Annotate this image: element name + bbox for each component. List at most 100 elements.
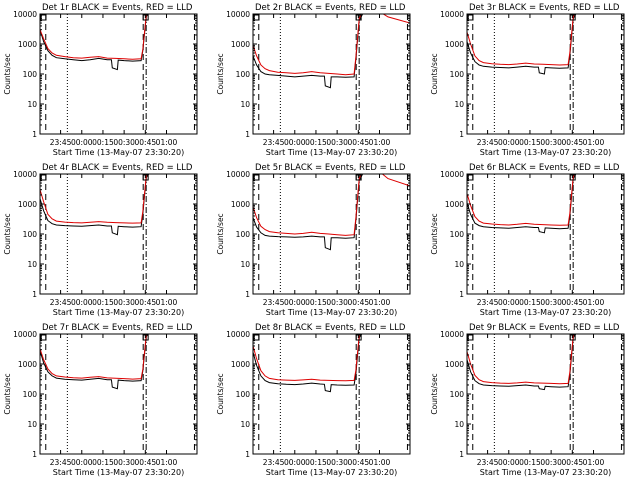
x-axis-label: Start Time (13-May-07 23:30:20)	[480, 148, 611, 157]
y-axis-label: Counts/sec	[430, 213, 439, 254]
x-tick-label: 00:45	[562, 458, 584, 467]
x-tick-label: 01:00	[583, 458, 605, 467]
x-axis-label: Start Time (13-May-07 23:30:20)	[53, 308, 184, 317]
x-tick-label: 00:45	[348, 458, 370, 467]
x-tick-label: 23:45	[263, 138, 285, 147]
x-tick-label: 00:15	[519, 298, 541, 307]
y-axis-label: Counts/sec	[3, 53, 12, 94]
y-axis-label: Counts/sec	[3, 373, 12, 414]
x-tick-label: 01:00	[583, 138, 605, 147]
corner-marker	[40, 334, 47, 341]
x-tick-label: 23:45	[50, 138, 72, 147]
y-tick-label: 100	[236, 230, 251, 239]
y-tick-label: 1000	[231, 360, 250, 369]
x-tick-label: 23:45	[477, 138, 499, 147]
panel-det-4: Det 4r BLACK = Events, RED = LLD 1 10 100 10…	[3, 163, 198, 317]
y-tick-label: 10000	[13, 170, 37, 179]
y-tick-label: 10	[454, 100, 464, 109]
y-tick-label: 1	[32, 290, 37, 299]
series-lld	[253, 334, 361, 382]
panel-title: Det 3r BLACK = Events, RED = LLD	[469, 3, 620, 13]
corner-marker	[253, 14, 260, 21]
x-tick-label: 23:45	[263, 458, 285, 467]
y-tick-label: 100	[236, 390, 251, 399]
x-tick-label: 00:15	[305, 138, 327, 147]
x-tick-label: 01:00	[156, 458, 178, 467]
y-tick-label: 1	[459, 130, 464, 139]
corner-marker	[467, 334, 474, 341]
x-tick-label: 00:30	[540, 138, 562, 147]
series-events	[40, 14, 149, 71]
panel-det-2: Det 2r BLACK = Events, RED = LLD 1 10 100 10…	[216, 3, 411, 157]
x-tick-label: 01:00	[369, 138, 391, 147]
x-axis-label: Start Time (13-May-07 23:30:20)	[53, 148, 184, 157]
panel-det-8: Det 8r BLACK = Events, RED = LLD 1 10 100 10…	[216, 323, 411, 477]
y-tick-label: 100	[236, 70, 251, 79]
y-tick-label: 10	[240, 260, 250, 269]
y-tick-label: 100	[450, 70, 465, 79]
plot-frame	[39, 333, 198, 455]
x-axis-label: Start Time (13-May-07 23:30:20)	[480, 308, 611, 317]
y-tick-label: 1	[245, 450, 250, 459]
series-events	[253, 174, 410, 251]
x-tick-label: 01:00	[369, 298, 391, 307]
x-tick-label: 00:30	[540, 458, 562, 467]
x-tick-label: 01:00	[583, 298, 605, 307]
x-tick-label: 00:00	[71, 458, 93, 467]
panel-title: Det 7r BLACK = Events, RED = LLD	[42, 323, 193, 333]
corner-marker	[253, 334, 260, 341]
x-tick-label: 23:45	[477, 458, 499, 467]
y-tick-label: 10	[27, 420, 37, 429]
x-tick-label: 00:30	[326, 298, 348, 307]
x-tick-label: 01:00	[156, 298, 178, 307]
series-events	[253, 14, 410, 89]
x-axis-label: Start Time (13-May-07 23:30:20)	[53, 468, 184, 477]
plot-frame	[466, 333, 625, 455]
panel-title: Det 9r BLACK = Events, RED = LLD	[469, 323, 620, 333]
y-tick-label: 10	[27, 260, 37, 269]
y-tick-label: 10000	[440, 170, 464, 179]
series-events	[40, 334, 149, 390]
plot-frame	[39, 173, 198, 295]
panel-det-6: Det 6r BLACK = Events, RED = LLD 1 10 100 10…	[430, 163, 625, 317]
x-tick-label: 01:00	[369, 458, 391, 467]
x-tick-label: 00:30	[326, 138, 348, 147]
x-tick-label: 00:15	[519, 458, 541, 467]
y-tick-label: 1	[459, 450, 464, 459]
panel-title: Det 2r BLACK = Events, RED = LLD	[255, 3, 406, 13]
y-tick-label: 100	[23, 390, 38, 399]
panel-title: Det 1r BLACK = Events, RED = LLD	[42, 3, 193, 13]
x-tick-label: 00:30	[113, 458, 135, 467]
panel-det-5: Det 5r BLACK = Events, RED = LLD 1 10 100 10…	[216, 163, 411, 317]
y-tick-label: 1000	[445, 40, 464, 49]
panel-title: Det 5r BLACK = Events, RED = LLD	[255, 163, 406, 173]
y-axis-label: Counts/sec	[430, 53, 439, 94]
x-tick-label: 00:45	[562, 298, 584, 307]
x-tick-label: 00:00	[498, 298, 520, 307]
x-tick-label: 00:15	[92, 298, 114, 307]
x-tick-label: 00:45	[348, 138, 370, 147]
y-tick-label: 1000	[18, 40, 37, 49]
plot-frame	[39, 13, 198, 135]
x-tick-label: 00:30	[113, 138, 135, 147]
y-axis-label: Counts/sec	[216, 213, 225, 254]
corner-marker	[40, 14, 47, 21]
y-tick-label: 100	[450, 390, 465, 399]
corner-marker	[467, 174, 474, 181]
x-tick-label: 00:15	[519, 138, 541, 147]
y-tick-label: 1	[32, 450, 37, 459]
corner-marker	[253, 174, 260, 181]
series-lld	[40, 334, 148, 380]
x-tick-label: 00:30	[113, 298, 135, 307]
series-events	[253, 334, 363, 393]
x-tick-label: 00:00	[284, 458, 306, 467]
y-tick-label: 1000	[18, 200, 37, 209]
x-axis-label: Start Time (13-May-07 23:30:20)	[480, 468, 611, 477]
x-axis-label: Start Time (13-May-07 23:30:20)	[266, 468, 397, 477]
x-tick-label: 00:30	[540, 298, 562, 307]
x-tick-label: 00:45	[348, 298, 370, 307]
x-tick-label: 01:00	[156, 138, 178, 147]
x-axis-label: Start Time (13-May-07 23:30:20)	[266, 148, 397, 157]
x-tick-label: 00:00	[284, 298, 306, 307]
y-tick-label: 1000	[18, 360, 37, 369]
